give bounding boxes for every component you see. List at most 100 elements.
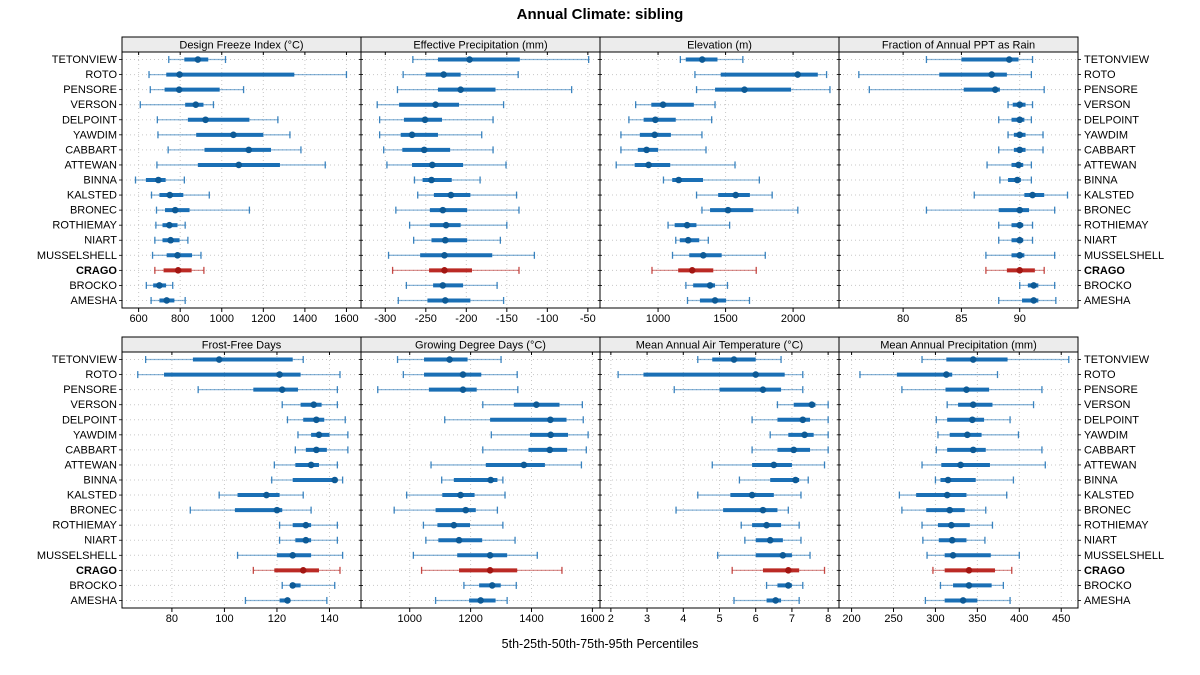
station-label-right: ROTO (1084, 369, 1116, 381)
axis-tick-label: 4 (680, 613, 686, 625)
station-label-left: BRONEC (70, 205, 117, 217)
percentile-row-delpoint (156, 116, 279, 124)
median-dot (1016, 116, 1024, 124)
median-dot (732, 191, 740, 199)
percentile-row-bronec (701, 206, 799, 214)
percentile-row-kalsted (218, 491, 304, 499)
median-dot (659, 101, 667, 109)
axis-tick-label: -50 (580, 313, 596, 325)
median-dot (965, 567, 973, 574)
axis-tick-label: 250 (884, 613, 902, 625)
station-label-left: YAWDIM (73, 429, 117, 441)
median-dot (408, 131, 416, 139)
median-dot (643, 146, 650, 154)
station-label-right: PENSORE (1084, 384, 1138, 396)
percentile-row-kalsted (695, 191, 773, 199)
percentile-row-amesha (150, 296, 186, 304)
percentile-row-pensore (197, 386, 339, 394)
percentile-row-verson (376, 101, 505, 109)
axis-tick-label: 600 (129, 313, 147, 325)
percentile-row-niart (425, 536, 516, 544)
axis-tick-label: 3 (644, 613, 650, 625)
station-label-left: TETONVIEW (52, 354, 118, 366)
median-dot (442, 221, 450, 229)
median-dot (439, 282, 447, 289)
panel-design-freeze-index-c: Design Freeze Index (°C) 600 800 1000 1200 14… (121, 36, 362, 325)
axis-tick-label: 2000 (781, 313, 805, 325)
station-label-left: CRAGO (76, 565, 117, 577)
median-dot (315, 431, 323, 439)
median-dot (457, 86, 464, 93)
median-dot (957, 461, 964, 469)
axis-tick-label: 120 (268, 613, 286, 625)
percentile-row-tetonview (925, 56, 1034, 64)
percentile-row-delpoint (998, 116, 1033, 124)
percentile-row-niart (413, 236, 501, 244)
station-label-right: MUSSELSHELL (1084, 250, 1164, 262)
percentile-row-niart (154, 236, 189, 244)
median-dot (651, 131, 658, 139)
percentile-row-attewan (986, 161, 1033, 169)
panel-effective-precipitation-mm: Effective Precipitation (mm) -300 -250 -200… (360, 36, 601, 325)
station-label-right: ATTEWAN (1084, 159, 1137, 171)
median-dot (171, 206, 179, 214)
station-label-left: DELPOINT (62, 414, 117, 426)
median-dot (310, 401, 318, 409)
panel-fraction-of-annual-ppt-as-rain: Fraction of Annual PPT as Rain 80 85 90 (838, 36, 1079, 325)
percentile-row-verson (776, 401, 829, 409)
station-label-left: BROCKO (69, 280, 117, 292)
percentile-row-crago (932, 566, 1013, 574)
station-label-left: CABBART (65, 144, 117, 156)
median-dot (459, 386, 467, 393)
median-dot (652, 116, 659, 124)
percentile-row-attewan (386, 161, 507, 169)
percentile-row-bronec (155, 206, 251, 214)
median-dot (706, 282, 714, 289)
median-dot (959, 597, 967, 604)
percentile-row-brocko (1019, 281, 1056, 289)
median-dot (289, 551, 297, 559)
axis-tick-label: 1600 (580, 613, 604, 625)
median-dot (645, 161, 652, 169)
median-dot (808, 401, 816, 409)
percentiles-caption: 5th-25th-50th-75th-95th Percentiles (501, 637, 699, 651)
percentile-row-attewan (273, 461, 339, 469)
median-dot (428, 176, 435, 184)
median-dot (215, 356, 223, 363)
percentile-row-rothiemay (422, 521, 504, 529)
median-dot (533, 401, 540, 409)
station-label-right: BINNA (1084, 475, 1118, 487)
station-label-left: DELPOINT (62, 114, 117, 126)
median-dot (943, 491, 951, 499)
median-dot (466, 56, 473, 63)
median-dot (969, 356, 977, 363)
median-dot (486, 567, 494, 574)
median-dot (785, 582, 792, 589)
station-label-right: PENSORE (1084, 84, 1138, 96)
percentile-row-roto (858, 71, 1033, 79)
percentile-row-verson (946, 401, 1035, 409)
percentile-row-attewan (615, 161, 736, 169)
panel-header-title: Elevation (m) (687, 40, 752, 52)
panel-growing-degree-days-c: Growing Degree Days (°C) 1000 1200 1400 1600 (360, 336, 605, 625)
axis-tick-label: 90 (1014, 313, 1026, 325)
median-dot (421, 116, 429, 124)
median-dot (772, 597, 779, 604)
percentile-row-verson (1007, 101, 1034, 109)
median-dot (748, 491, 756, 499)
median-dot (770, 461, 778, 469)
median-dot (166, 221, 173, 229)
percentile-row-brocko (281, 581, 336, 589)
station-label-right: VERSON (1084, 99, 1131, 111)
panel-header-title: Growing Degree Days (°C) (415, 340, 546, 352)
percentile-row-bronec (393, 506, 499, 514)
station-label-left: BRONEC (70, 505, 117, 517)
percentile-row-binna (413, 176, 481, 184)
station-label-right: BROCKO (1084, 280, 1132, 292)
median-dot (289, 582, 297, 589)
station-label-right: AMESHA (1084, 595, 1131, 607)
percentile-row-brocko (685, 281, 729, 289)
median-dot (991, 86, 999, 93)
median-dot (455, 536, 463, 544)
